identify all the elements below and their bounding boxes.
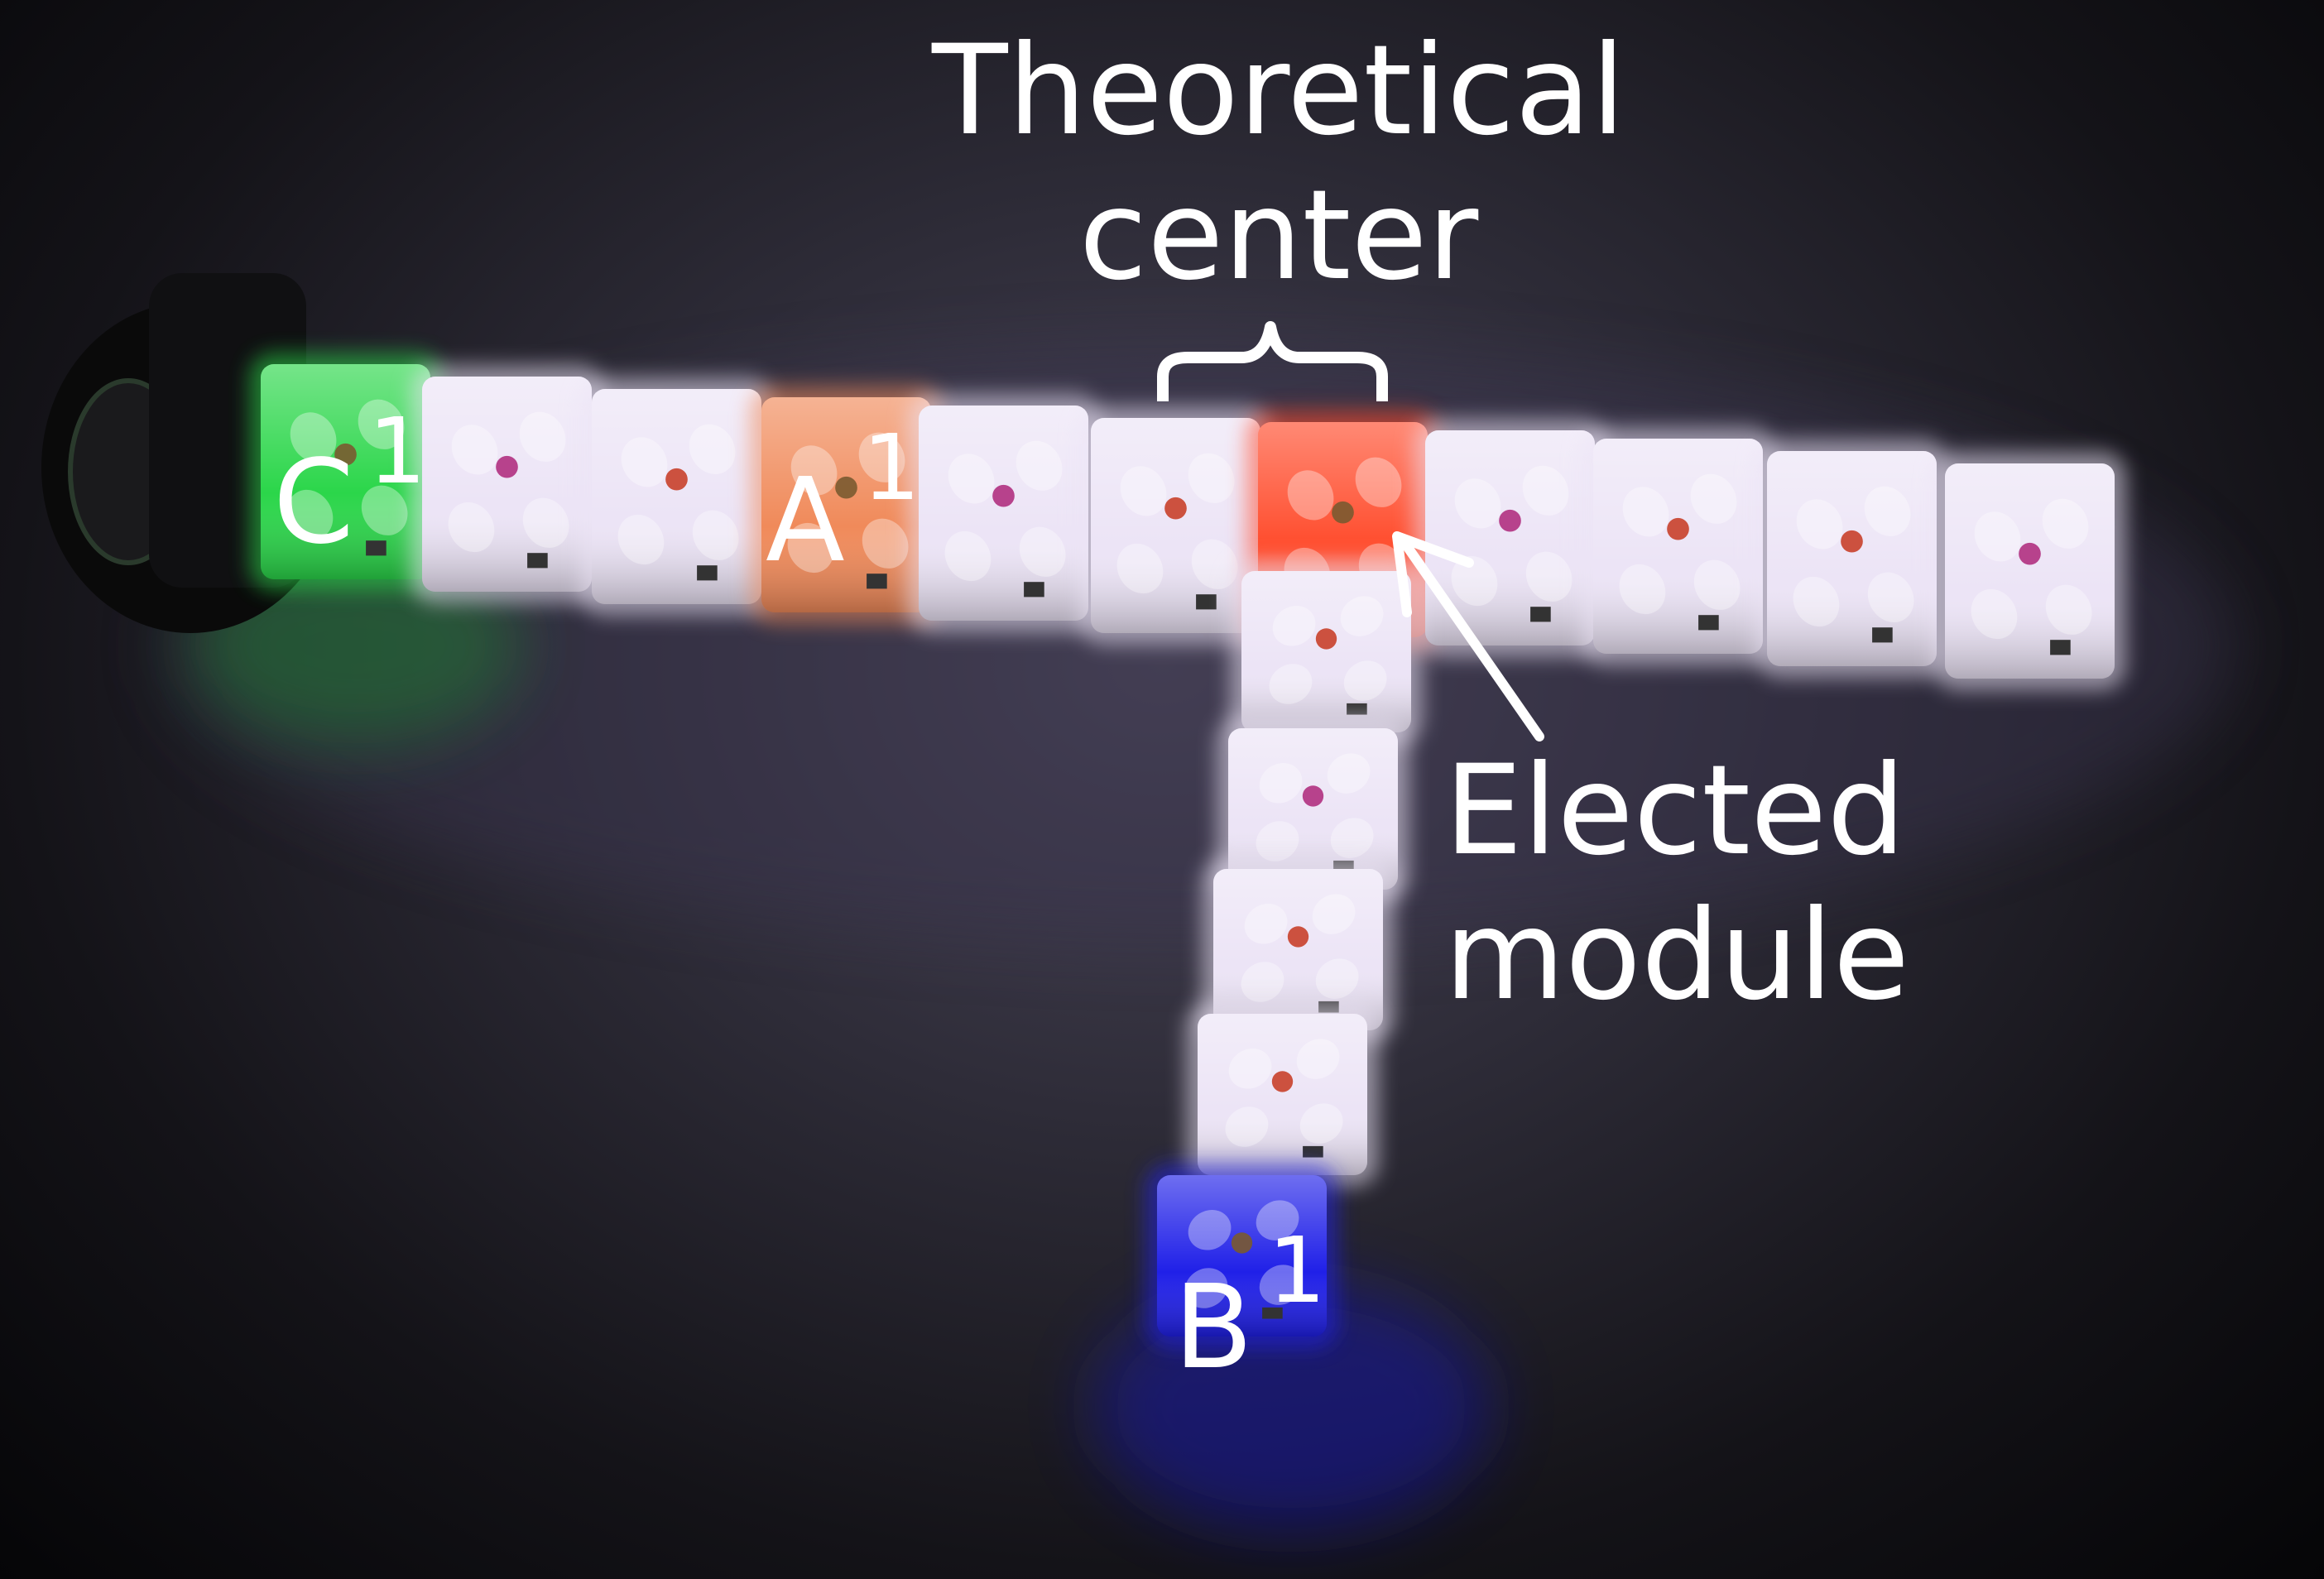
elected-module-label-line1: Elected xyxy=(1444,739,1906,883)
module-cube-orange xyxy=(750,386,943,624)
vertical-module-chain xyxy=(1145,559,1423,1348)
module-cube-white xyxy=(1186,1002,1379,1187)
module-cube-white xyxy=(1933,452,2126,690)
module-c-label: C xyxy=(273,435,354,570)
module-cube-white xyxy=(580,377,773,616)
theoretical-center-label-line2: center xyxy=(1078,164,1479,308)
module-b-label: B xyxy=(1174,1260,1254,1395)
horizontal-module-chain xyxy=(249,353,2126,690)
module-cube-white xyxy=(907,394,1100,632)
module-cube-green xyxy=(249,353,442,591)
module-cube-white xyxy=(1755,439,1948,678)
module-cube-white xyxy=(1230,559,1423,744)
theoretical-center-brace xyxy=(1157,321,1388,401)
module-cube-white xyxy=(1414,419,1606,657)
module-cube-white xyxy=(1202,857,1395,1042)
elected-module-label-line2: module xyxy=(1444,884,1910,1028)
module-cube-white xyxy=(411,365,603,603)
module-c-superscript: 1 xyxy=(368,398,426,504)
elected-module-arrow xyxy=(1392,531,1544,742)
module-a-label: A xyxy=(766,454,845,588)
module-cube-white xyxy=(1582,427,1774,665)
theoretical-center-label-line1: Theoretical xyxy=(932,19,1625,163)
module-b-superscript: 1 xyxy=(1268,1217,1326,1323)
module-cube-white xyxy=(1079,406,1272,645)
module-a-superscript: 1 xyxy=(862,415,920,521)
module-cube-white xyxy=(1217,717,1409,901)
module-cube-blue xyxy=(1145,1164,1338,1348)
